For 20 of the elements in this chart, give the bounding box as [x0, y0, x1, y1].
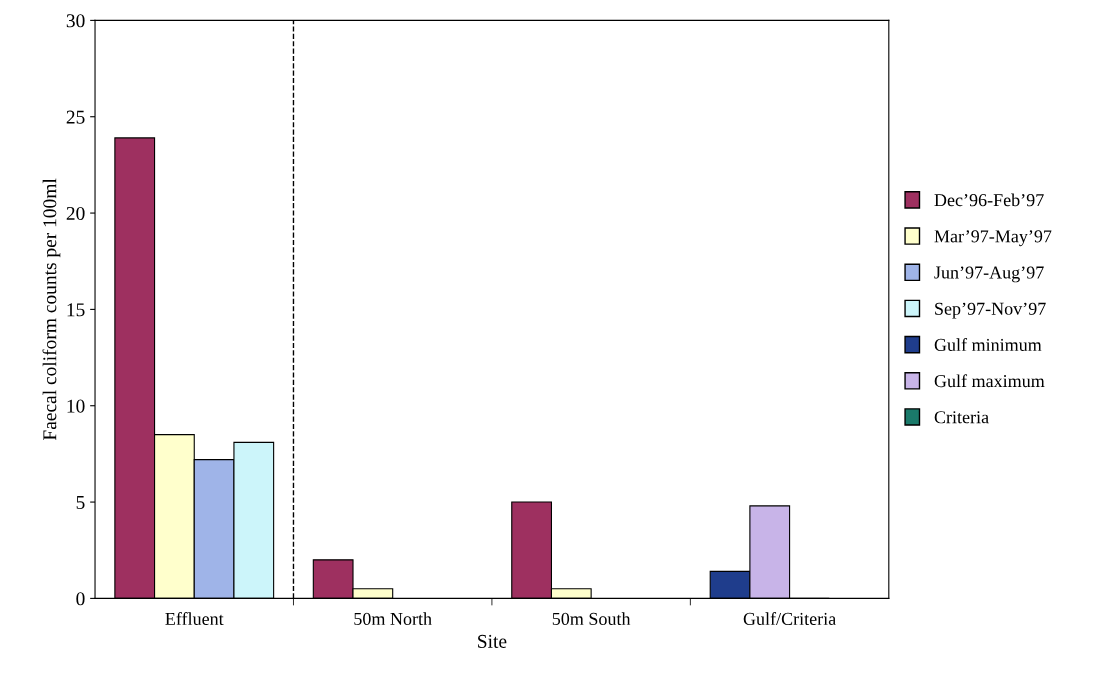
legend-label: Jun’97-Aug’97	[934, 266, 1044, 283]
legend-label: Gulf maximum	[934, 374, 1045, 388]
y-axis-title: Faecal coliform counts per 100ml	[42, 178, 61, 441]
y-tick-label: 20	[66, 206, 85, 220]
x-tick-label: Gulf/Criteria	[743, 612, 836, 625]
y-tick-label: 25	[66, 110, 85, 124]
y-tick-label: 0	[76, 592, 85, 606]
y-tick-label: 30	[66, 14, 85, 28]
legend-label: Dec’96-Feb’97	[934, 193, 1044, 207]
legend-label: Sep’97-Nov’97	[935, 302, 1046, 319]
y-tick-label: 5	[76, 496, 85, 509]
x-tick-label: 50m North	[354, 612, 432, 625]
legend-label: Mar’97-May’97	[934, 230, 1052, 247]
x-tick-label: 50m South	[552, 612, 631, 625]
x-axis-title: Site	[478, 634, 507, 648]
y-tick-label: 15	[67, 303, 85, 317]
legend-label: Criteria	[934, 411, 989, 424]
y-tick-label: 10	[67, 399, 85, 413]
x-tick-label: Effluent	[165, 612, 224, 625]
legend-label: Gulf minimum	[934, 338, 1042, 351]
